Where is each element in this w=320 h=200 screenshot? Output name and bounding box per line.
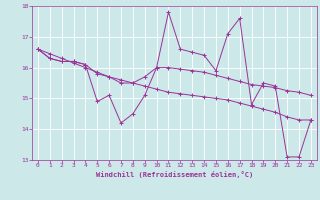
X-axis label: Windchill (Refroidissement éolien,°C): Windchill (Refroidissement éolien,°C) [96, 171, 253, 178]
